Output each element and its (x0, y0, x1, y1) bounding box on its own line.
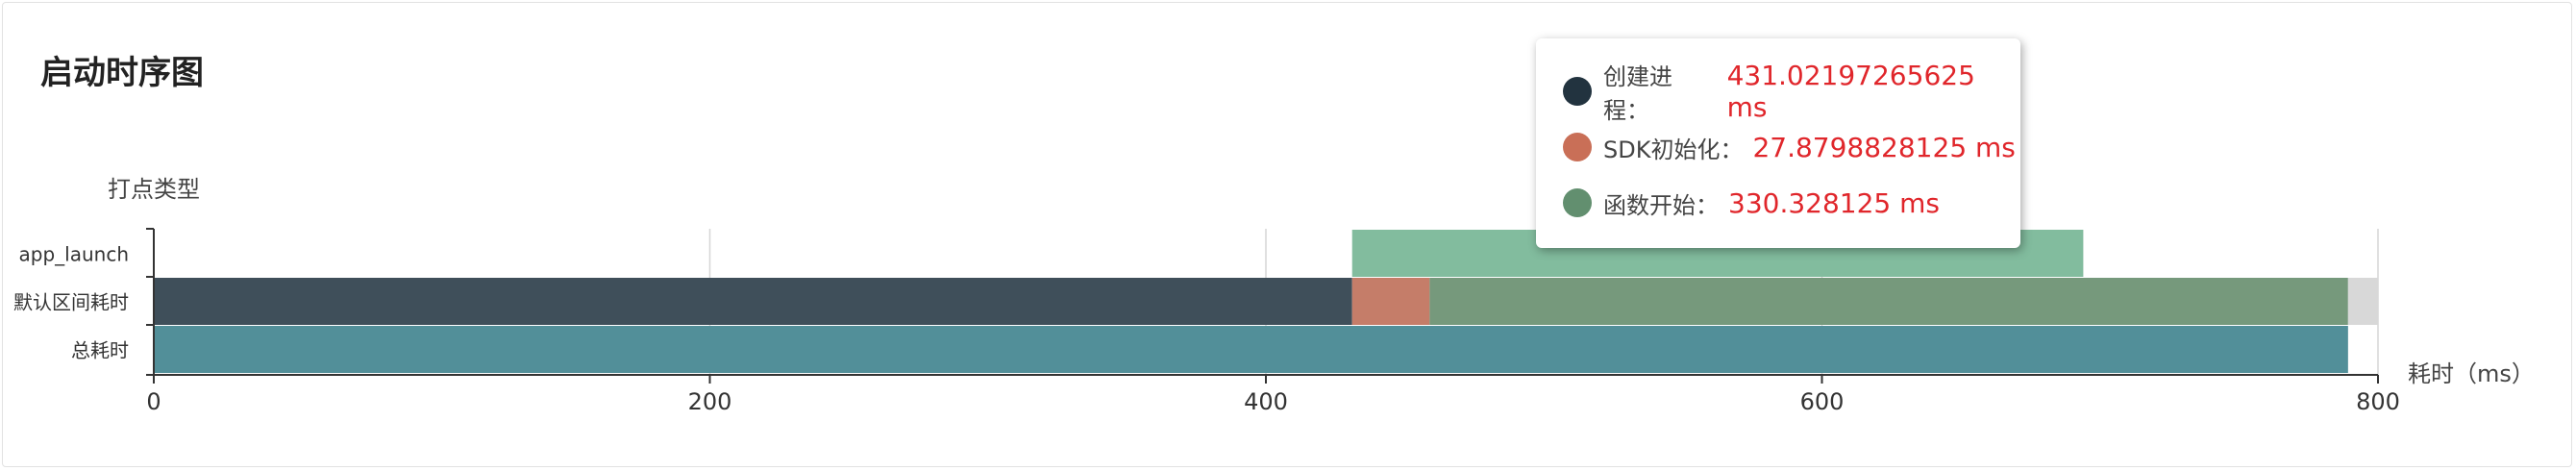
bar-segment[interactable] (2347, 278, 2378, 325)
x-tick-label: 400 (1244, 388, 1288, 415)
y-category-label: 总耗时 (71, 339, 129, 362)
tooltip-item-value: 27.8798828125 ms (1752, 131, 2016, 163)
series-dot-icon (1563, 188, 1592, 217)
tooltip-item-name: SDK初始化： (1603, 136, 1744, 163)
tooltip-item-value: 330.328125 ms (1728, 186, 1940, 219)
bar-segment[interactable] (154, 326, 2348, 373)
x-tick-label: 0 (146, 388, 161, 415)
series-dot-icon (1563, 133, 1592, 161)
bar-segment[interactable] (1429, 278, 2348, 325)
x-axis-label: 耗时（ms） (2408, 360, 2535, 387)
x-tick-label: 200 (688, 388, 732, 415)
bar-segment[interactable] (154, 278, 1352, 325)
y-category-label: app_launch (19, 243, 129, 266)
x-tick-label: 600 (1800, 388, 1845, 415)
series-dot-icon (1563, 77, 1592, 106)
tooltip-item-name: 函数开始： (1603, 191, 1719, 219)
tooltip-item-name: 创建进程： (1603, 63, 1672, 124)
page-title: 启动时序图 (40, 54, 204, 92)
bar-segment[interactable] (1351, 278, 1430, 325)
y-category-label: 默认区间耗时 (13, 291, 129, 314)
tooltip-item-create-process: 创建进程： 431.02197265625 ms (1536, 60, 2020, 124)
tooltip: 创建进程： 431.02197265625 ms SDK初始化： 27.8798… (1536, 38, 2020, 248)
tooltip-item-value: 431.02197265625 ms (1726, 60, 1975, 123)
x-tick-label: 800 (2356, 388, 2400, 415)
tooltip-item-sdk-init: SDK初始化： 27.8798828125 ms (1536, 119, 2020, 175)
tooltip-item-function-start: 函数开始： 330.328125 ms (1536, 175, 2020, 231)
y-axis-label: 打点类型 (108, 176, 200, 203)
